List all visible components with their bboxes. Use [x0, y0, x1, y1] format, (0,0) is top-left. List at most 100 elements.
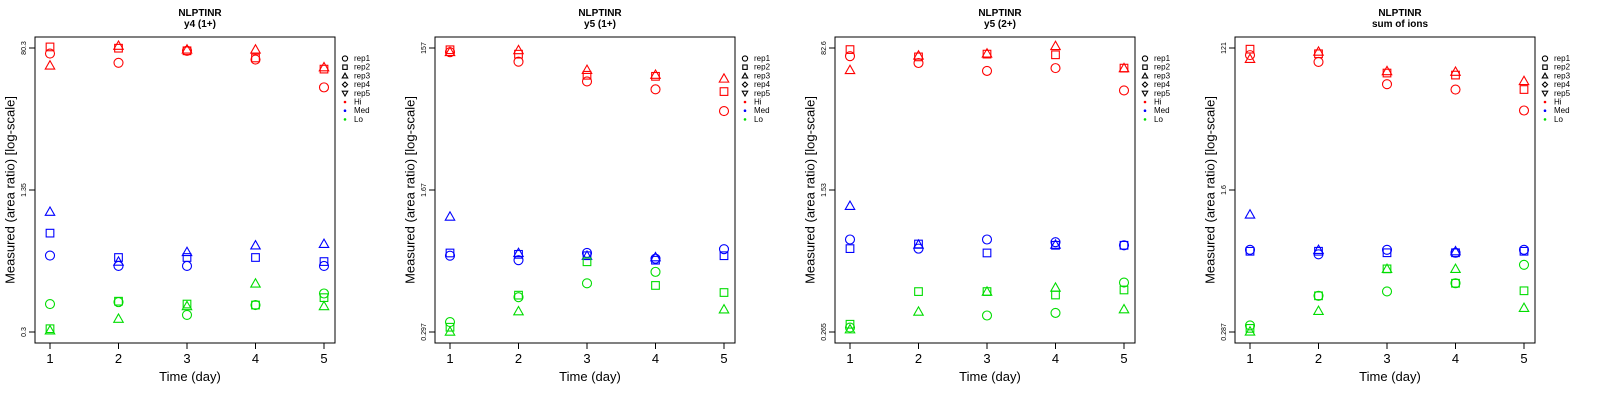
plot-area: 1 2 3 4 5 0.265 1.53 82.6 rep1rep2rep3rep4rep5Hi…	[821, 36, 1171, 366]
data-point-lo-rep1	[1381, 286, 1393, 297]
data-point-lo-rep2	[1119, 285, 1129, 295]
x-tick-label: 4	[1052, 351, 1059, 366]
data-point-med-rep2	[845, 244, 855, 254]
legend-item: rep2	[342, 63, 371, 72]
legend-label: rep2	[354, 63, 371, 72]
legend-symbol	[1543, 118, 1547, 121]
data-point-lo-rep1	[513, 292, 524, 303]
data-point-med-rep1	[1518, 244, 1530, 255]
legend-symbol	[1542, 64, 1548, 70]
legend-label: Med	[354, 106, 370, 115]
data-point-med-rep2	[1451, 248, 1460, 258]
data-point-med-rep2	[45, 228, 55, 238]
data-point-lo-rep2	[114, 296, 123, 306]
x-tick-label: 4	[1452, 351, 1459, 366]
data-point-med-rep3	[44, 205, 56, 216]
chart-title: NLPTINR	[178, 8, 222, 19]
data-point-lo-rep1	[1118, 277, 1130, 288]
legend-label: rep2	[1154, 63, 1171, 72]
legend-label: rep1	[1154, 54, 1171, 63]
data-point-med-rep2	[182, 253, 192, 262]
data-point-hi-rep2	[582, 70, 592, 80]
legend-item: Hi	[743, 98, 762, 107]
data-point-lo-rep1	[444, 316, 456, 328]
data-point-med-rep1	[1313, 249, 1324, 260]
legend-item: Med	[1143, 106, 1170, 115]
data-point-hi-rep3	[1049, 40, 1062, 51]
legend-item: Lo	[743, 115, 763, 124]
data-point-med-rep3	[512, 247, 525, 258]
data-point-med-rep2	[319, 257, 329, 266]
legend-symbol	[342, 64, 348, 70]
data-point-hi-rep1	[981, 65, 993, 76]
data-point-med-rep3	[649, 251, 662, 262]
data-point-lo-rep1	[844, 322, 856, 333]
data-point-med-rep3	[444, 210, 456, 221]
legend-label: Med	[754, 106, 770, 115]
data-point-med-rep3	[112, 255, 125, 266]
y-tick-label: 121	[1221, 42, 1228, 54]
legend-symbol	[743, 109, 747, 112]
legend-item: rep1	[1541, 54, 1571, 63]
data-point-hi-rep3	[981, 47, 993, 58]
data-point-hi-rep3	[1312, 45, 1325, 56]
data-point-lo-rep3	[1118, 303, 1130, 314]
x-tick-label: 2	[1315, 351, 1322, 366]
data-point-hi-rep3	[1244, 53, 1256, 64]
data-point-lo-rep3	[1518, 301, 1530, 312]
x-tick-label: 2	[115, 351, 122, 366]
legend-symbol	[1541, 90, 1549, 98]
plot-frame	[34, 36, 336, 344]
legend-item: Lo	[1143, 115, 1163, 124]
data-point-lo-rep1	[1450, 278, 1461, 289]
legend-label: rep4	[1154, 80, 1171, 89]
legend-label: rep3	[1554, 71, 1571, 80]
data-point-lo-rep1	[250, 299, 261, 311]
data-point-hi-rep1	[844, 51, 856, 62]
data-point-lo-rep3	[1244, 325, 1256, 336]
legend-symbol	[1142, 64, 1148, 70]
x-axis-label: Time (day)	[159, 369, 221, 384]
data-point-hi-rep1	[1313, 56, 1324, 67]
chart-subtitle: y5 (1+)	[584, 19, 616, 30]
legend-item: Lo	[1543, 115, 1563, 124]
chart-subtitle: sum of ions	[1371, 19, 1429, 30]
legend-symbol	[742, 64, 748, 70]
data-point-lo-rep2	[1051, 290, 1060, 300]
data-point-lo-rep1	[1244, 320, 1256, 331]
legend-item: rep1	[341, 54, 371, 63]
data-point-lo-rep1	[581, 278, 593, 289]
legend-symbol	[1543, 109, 1547, 112]
chart-panel: NLPTINR sum of ions Measured (area ratio) …	[1200, 0, 1600, 400]
x-axis-label: Time (day)	[559, 369, 621, 384]
plot-area: 1 2 3 4 5 0.287 1.6 121 rep1rep2rep3rep4rep5HiMe…	[1221, 36, 1571, 366]
legend-symbol	[1541, 81, 1549, 88]
data-point-med-rep3	[1312, 243, 1325, 254]
data-point-hi-rep3	[1381, 65, 1393, 76]
data-point-med-rep2	[1051, 240, 1060, 250]
data-point-hi-rep3	[318, 61, 330, 72]
x-tick-label: 3	[1383, 351, 1390, 366]
legend-item: Hi	[1543, 98, 1562, 107]
data-point-hi-rep2	[1245, 44, 1255, 54]
data-point-lo-rep3	[1049, 281, 1062, 292]
data-point-hi-rep2	[1051, 50, 1060, 60]
data-point-med-rep1	[650, 253, 661, 264]
data-point-hi-rep1	[1244, 50, 1256, 61]
plot-frame	[1234, 36, 1536, 344]
data-point-med-rep2	[719, 251, 729, 261]
data-point-lo-rep3	[512, 305, 525, 316]
data-point-med-rep2	[1519, 246, 1529, 256]
data-point-med-rep1	[844, 234, 856, 245]
data-point-lo-rep2	[445, 322, 455, 332]
data-point-med-rep2	[114, 253, 123, 262]
x-tick-label: 1	[1246, 351, 1253, 366]
legend-symbol	[1141, 81, 1149, 88]
legend-symbol	[343, 100, 347, 104]
data-point-lo-rep3	[718, 303, 730, 314]
data-point-hi-rep1	[1450, 84, 1461, 95]
data-point-hi-rep3	[581, 63, 593, 74]
data-point-hi-rep1	[1050, 63, 1061, 74]
chart-panel: NLPTINR y5 (1+) Measured (area ratio) [log…	[400, 0, 800, 400]
legend-item: rep3	[1541, 71, 1571, 80]
